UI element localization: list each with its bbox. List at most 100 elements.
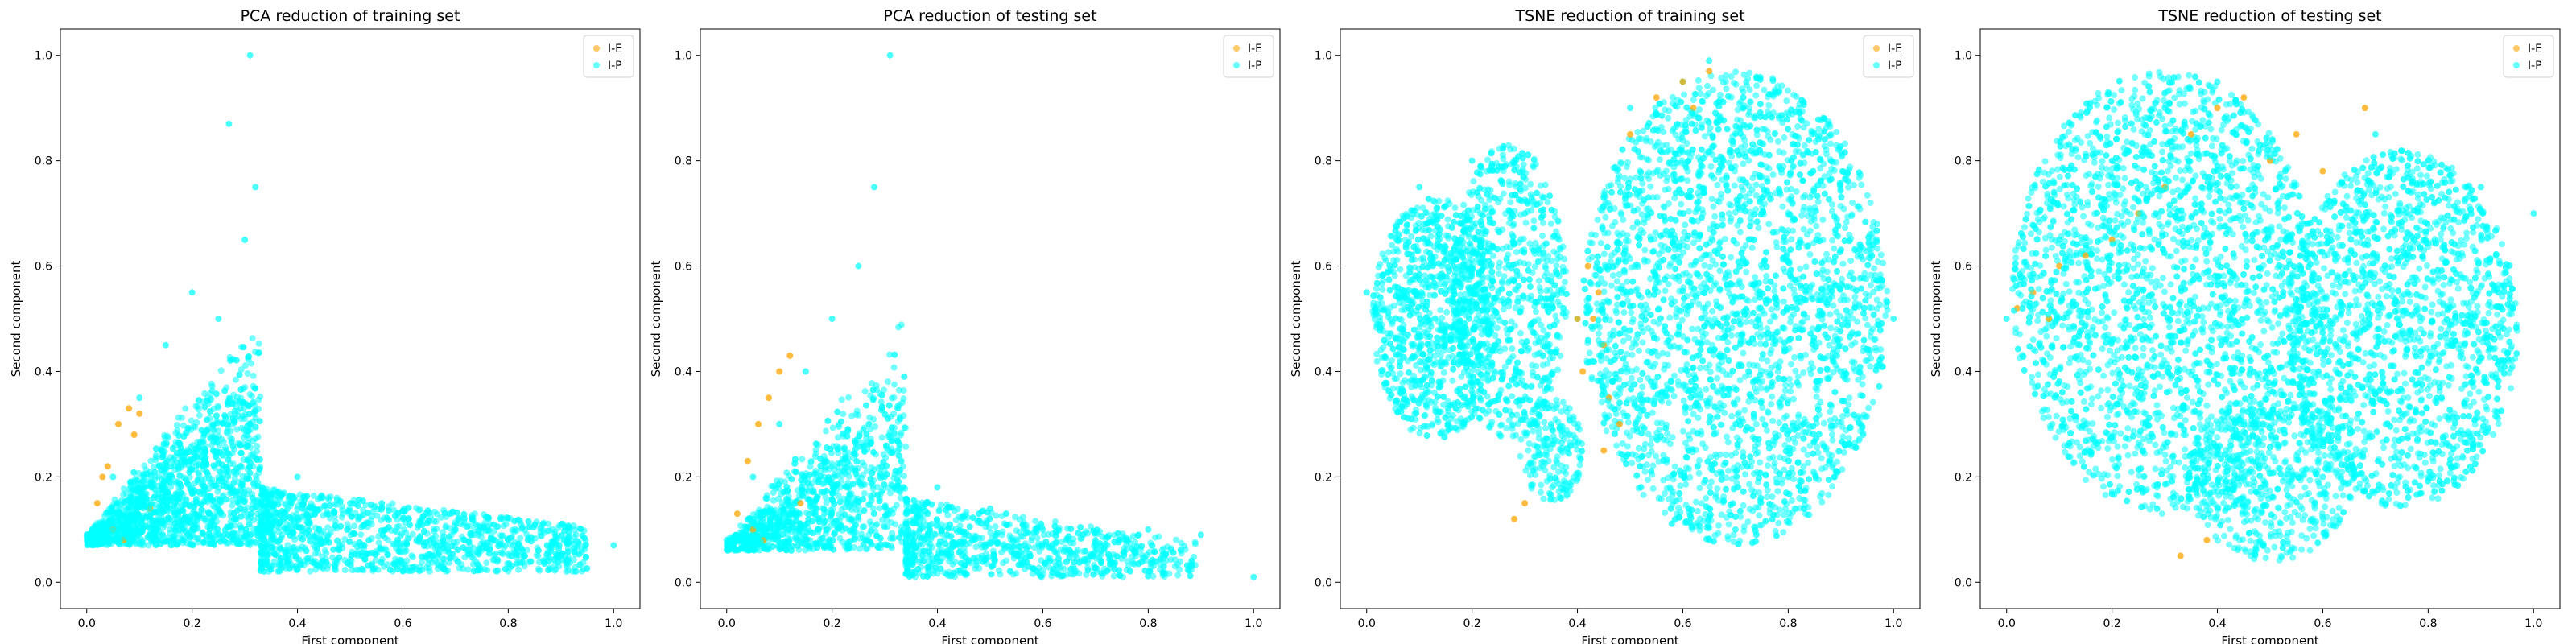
scatter-point-ip <box>284 551 291 559</box>
scatter-point-ip <box>141 502 148 508</box>
scatter-point-ip <box>384 551 391 558</box>
scatter-point-ip <box>351 522 358 530</box>
scatter-point-ip <box>162 460 169 467</box>
scatter-point-ip <box>255 396 262 403</box>
scatter-point-ip <box>341 567 349 574</box>
scatter-point-ip <box>237 366 245 374</box>
scatter-point-ip <box>584 565 591 572</box>
scatter-point-ip <box>571 548 578 555</box>
scatter-point-ip <box>206 526 213 533</box>
scatter-point-ip <box>336 547 343 554</box>
scatter-point-ip <box>217 498 225 506</box>
scatter-point-ip <box>949 560 956 568</box>
scatter-point-ip <box>237 513 245 520</box>
scatter-point-ip <box>1083 528 1089 535</box>
scatter-point-ip <box>347 500 353 507</box>
scatter-point-ip <box>215 427 221 435</box>
scatter-point-ip <box>334 537 341 544</box>
scatter-point-ip <box>229 502 236 509</box>
scatter-point-ip <box>307 537 313 544</box>
scatter-point-ip <box>405 535 412 542</box>
scatter-point-ip <box>151 508 158 515</box>
scatter-point-ip <box>168 473 175 481</box>
scatter-point-ip <box>254 532 261 539</box>
scatter-point-ip <box>559 520 565 527</box>
scatter-point-ip <box>582 541 589 548</box>
scatter-point-ip <box>256 418 263 425</box>
scatter-point-ip <box>182 501 189 508</box>
scatter-point-ip <box>232 376 239 383</box>
scatter-point-ip <box>770 497 777 504</box>
scatter-point-ie <box>93 500 101 507</box>
scatter-point-ip <box>508 552 515 559</box>
scatter-point-ip <box>171 526 179 534</box>
scatter-point-ip <box>270 528 277 535</box>
scatter-point-ip <box>152 452 159 459</box>
scatter-point-ip <box>194 476 201 483</box>
scatter-point-ip <box>312 561 320 568</box>
scatter-point-ip <box>198 427 205 434</box>
scatter-point-ip <box>987 529 994 536</box>
scatter-point-ip <box>240 398 247 406</box>
scatter-point-ip <box>902 443 910 450</box>
scatter-point-ip <box>1006 532 1013 539</box>
scatter-point-ip <box>204 416 211 423</box>
scatter-point-ip <box>1104 567 1111 574</box>
scatter-point-ip <box>237 462 244 469</box>
scatter-point-ip <box>204 398 211 405</box>
scatter-point-ip <box>511 518 518 525</box>
scatter-point-ip <box>180 433 188 440</box>
scatter-point-ip <box>258 551 265 558</box>
scatter-point-ip <box>224 430 231 437</box>
scatter-point-ip <box>217 509 224 516</box>
scatter-point-ip <box>201 476 208 482</box>
axes-frame <box>60 28 641 609</box>
scatter-point-ip <box>234 498 242 506</box>
scatter-point-ip <box>944 511 952 518</box>
scatter-point-ip <box>890 411 898 417</box>
scatter-point-ip <box>874 484 881 491</box>
x-tick-label: 0.6 <box>394 617 411 630</box>
x-tick-label: 0.8 <box>499 617 517 630</box>
scatter-point-ip <box>249 505 256 512</box>
scatter-point-ip <box>224 398 231 406</box>
scatter-point-ip <box>838 396 845 403</box>
scatter-point-ip <box>246 411 253 418</box>
scatter-point-ip <box>130 469 138 476</box>
scatter-point-ip <box>995 567 1002 574</box>
scatter-point-ip <box>935 506 943 514</box>
scatter-point-ip <box>354 502 361 510</box>
scatter-point-ip <box>260 487 267 494</box>
scatter-point-ip <box>1172 536 1179 543</box>
scatter-point-ip <box>294 565 301 572</box>
scatter-point-ip <box>867 426 874 433</box>
scatter-point-ip <box>547 543 555 550</box>
scatter-point-ip <box>1031 544 1038 551</box>
scatter-point-ip <box>240 344 247 351</box>
scatter-point-ip <box>424 507 431 514</box>
scatter-point-ip <box>339 510 346 518</box>
scatter-point-ip <box>499 532 506 539</box>
scatter-point-ip <box>195 488 202 495</box>
scatter-point-ip <box>475 531 482 539</box>
scatter-point-ip <box>224 465 231 473</box>
scatter-point-ip <box>454 547 461 554</box>
scatter-point-ip <box>215 477 222 485</box>
scatter-point-ip <box>158 447 165 454</box>
scatter-point-ip <box>576 561 584 568</box>
scatter-point-ip <box>367 502 374 509</box>
x-axis-label: First component <box>301 634 398 644</box>
scatter-point-ip <box>460 565 467 572</box>
scatter-point-ip <box>159 454 166 461</box>
scatter-point-ip <box>440 537 447 544</box>
scatter-point-ip <box>106 529 114 536</box>
scatter-point-ip <box>147 457 155 464</box>
scatter-point-ip <box>157 504 164 511</box>
scatter-point-ip <box>225 120 233 127</box>
scatter-point-ip <box>325 539 332 546</box>
scatter-point-ip <box>515 566 522 573</box>
scatter-point-ip <box>256 465 263 473</box>
scatter-point-ip <box>402 529 410 536</box>
scatter-point-ip <box>368 550 375 556</box>
scatter-point-ip <box>237 386 245 394</box>
